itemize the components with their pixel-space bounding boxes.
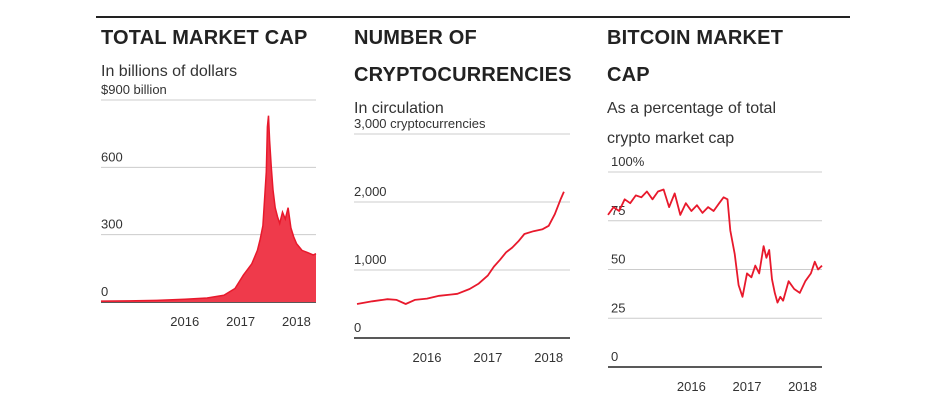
x-tick-label: 2018 (788, 379, 817, 394)
area-fill (101, 115, 316, 302)
panel-bitcoin-market-cap: BITCOIN MARKET CAP As a percentage of to… (607, 20, 817, 154)
y-tick-label: 0 (354, 320, 361, 335)
chart-subtitle: In billions of dollars (101, 63, 238, 80)
y-tick-label: 1,000 (354, 252, 387, 267)
x-tick-label: 2017 (226, 314, 255, 329)
x-tick-label: 2017 (733, 379, 762, 394)
panel-total-market-cap: TOTAL MARKET CAP In billions of dollars (101, 20, 341, 87)
top-rule (96, 16, 850, 18)
chart-title: BITCOIN MARKET CAP (607, 27, 784, 86)
y-tick-label: 50 (611, 252, 625, 267)
series-line (100, 115, 317, 302)
x-tick-label: 2018 (534, 350, 563, 365)
y-tick-label: 2,000 (354, 184, 387, 199)
chart-title: TOTAL MARKET CAP (101, 27, 308, 49)
chart-subtitle: As a percentage of total crypto market c… (607, 100, 776, 147)
y-tick-label: 3,000 cryptocurrencies (354, 116, 486, 131)
chart-title: NUMBER OF CRYPTOCURRENCIES (354, 27, 572, 86)
x-tick-label: 2016 (677, 379, 706, 394)
y-tick-label: 300 (101, 217, 123, 232)
x-tick-label: 2016 (170, 314, 199, 329)
chart-subtitle: In circulation (354, 100, 444, 117)
y-tick-label: 600 (101, 149, 123, 164)
x-tick-label: 2016 (413, 350, 442, 365)
y-tick-label: $900 billion (101, 82, 167, 97)
x-tick-label: 2018 (282, 314, 311, 329)
panel-number-of-cryptocurrencies: NUMBER OF CRYPTOCURRENCIES In circulatio… (354, 20, 594, 124)
y-tick-label: 25 (611, 300, 625, 315)
y-tick-label: 0 (611, 349, 618, 364)
y-tick-label: 100% (611, 154, 645, 169)
series-line (607, 188, 823, 304)
x-tick-label: 2017 (473, 350, 502, 365)
y-tick-label: 0 (101, 284, 108, 299)
